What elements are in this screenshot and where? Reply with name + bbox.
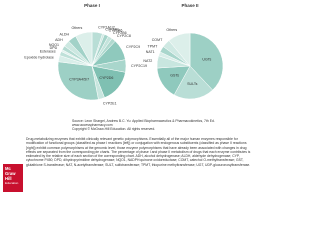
caption: Drug-metabolizing enzymes that exhibit c… (26, 137, 251, 167)
slice-label: NQO1 (49, 43, 59, 47)
slice-label: CYP2A6 (109, 29, 123, 33)
pie-slice (189, 32, 224, 91)
slice-label: CYP2B6 (113, 31, 127, 35)
logo: Mc Graw Hill Education (3, 164, 23, 192)
chart-title: Phase II (181, 3, 198, 8)
logo-text: Mc (5, 166, 11, 171)
slice-label: UGTs (202, 57, 211, 61)
slice-label: CYP2D6 (99, 76, 113, 80)
slice-label: SULTs (187, 82, 198, 86)
logo-text: Hill (5, 176, 12, 181)
slice-label: GSTs (170, 74, 179, 78)
source-line: Copyright © McGraw-Hill Education. All r… (72, 127, 156, 132)
chart-title: Phase I (84, 3, 100, 8)
slice-label: NAT2 (143, 59, 152, 63)
slice-label: Esterases (40, 50, 56, 54)
slice-label: Others (72, 26, 83, 30)
figure: Phase I CYP1A1/2 CYP1B1 CYP2A6 CYP2B6 CYP2C8 C… (3, 3, 251, 192)
slice-label: CYP3A4/5/7 (69, 78, 89, 82)
slice-label: CYP2C9 (126, 45, 140, 49)
logo-text: Graw (5, 171, 16, 176)
slice-label: CYP2E1 (103, 101, 117, 105)
slice-label: Others (166, 28, 177, 32)
slice-label: ADH (55, 38, 63, 42)
pie-slice (57, 61, 99, 101)
slice-label: CYP1A1/2 (98, 25, 115, 29)
slice-label: COMT (152, 38, 163, 42)
pie-slice (173, 65, 213, 100)
source-line: Source: Leon Shargel, Andrew B.C. Yu: Ap… (72, 119, 215, 123)
pie-slice (168, 32, 191, 67)
slice-label: TPMT (148, 45, 159, 49)
slice-label: CYP1B1 (105, 27, 119, 31)
source-line: www.accesspharmacy.com (72, 123, 113, 128)
slice-label: NAT1 (146, 50, 155, 54)
slice-label: Epoxide hydrolase (24, 55, 54, 59)
slice-label: CYP2C8 (117, 34, 131, 38)
slice-label: DPD (50, 46, 58, 50)
slice-label: ALDH (59, 32, 69, 36)
pie-slice (75, 31, 93, 67)
slice-label: CYP2C19 (131, 64, 147, 68)
logo-text: Education (5, 181, 19, 185)
source: Source: Leon Shargel, Andrew B.C. Yu: Ap… (72, 119, 215, 132)
